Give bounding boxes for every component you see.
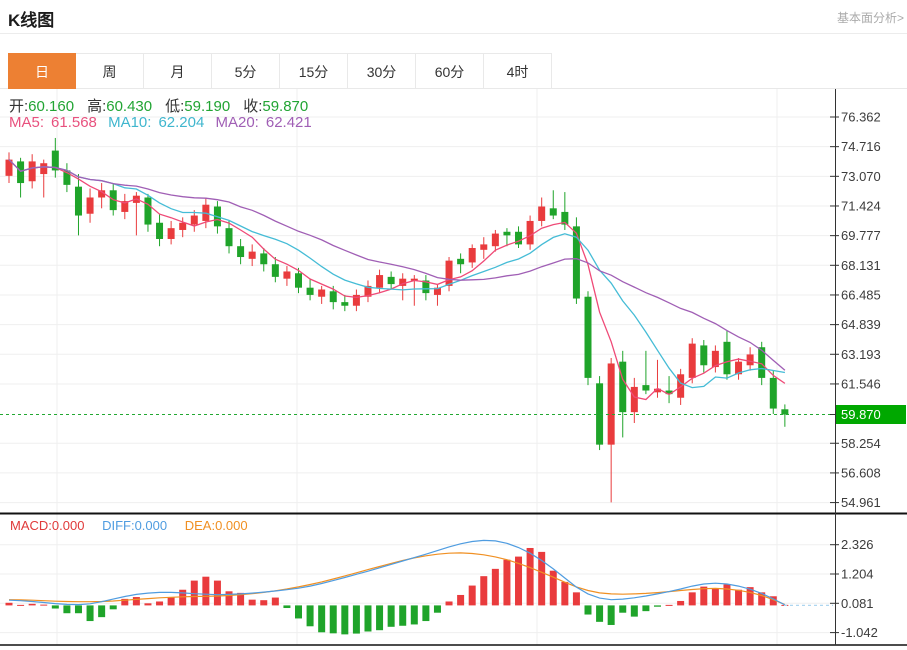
candles-layer [5, 137, 789, 503]
ma5-line [8, 159, 786, 401]
diff-line [8, 539, 786, 606]
low-value: 59.190 [184, 98, 231, 115]
svg-text:54.961: 54.961 [841, 495, 881, 510]
tab-day[interactable]: 日 [8, 53, 76, 89]
svg-text:-1.042: -1.042 [841, 625, 878, 640]
macd-readout: MACD:0.000 DIFF:0.000 DEA:0.000 [10, 518, 257, 533]
axis-labels: 76.362 74.716 73.070 71.424 69.777 68.131 66.4… [830, 110, 881, 640]
svg-text:76.362: 76.362 [841, 110, 881, 125]
ma5-label: MA5: [9, 114, 45, 131]
open-label: 开: [9, 98, 29, 115]
svg-text:63.193: 63.193 [841, 347, 881, 362]
diff-value: 0.000 [134, 518, 168, 533]
widget-header: K线图 基本面分析> [0, 0, 907, 34]
svg-text:71.424: 71.424 [841, 198, 881, 213]
svg-text:0.081: 0.081 [841, 596, 874, 611]
svg-text:58.254: 58.254 [841, 436, 881, 451]
ma20-value: 62.421 [265, 114, 312, 131]
svg-text:61.546: 61.546 [841, 376, 881, 391]
ma10-value: 62.204 [158, 114, 205, 131]
tab-4hour[interactable]: 4时 [484, 53, 552, 89]
period-tab-bar: 日 周 月 5分 15分 30分 60分 4时 [0, 53, 907, 89]
dea-label: DEA: [184, 518, 216, 533]
grid-lines [0, 89, 835, 645]
dea-value: 0.000 [215, 518, 248, 533]
high-value: 60.430 [106, 98, 153, 115]
tab-5min[interactable]: 5分 [212, 53, 280, 89]
ma10-line [8, 159, 786, 389]
open-value: 60.160 [28, 98, 75, 115]
svg-text:69.777: 69.777 [841, 228, 881, 243]
ma5-value: 61.568 [51, 114, 97, 131]
high-label: 高: [87, 98, 107, 115]
axes [0, 89, 907, 646]
ma20-line [8, 159, 786, 371]
low-label: 低: [165, 98, 185, 115]
current-price-tag: 59.870 [836, 405, 906, 424]
macd-lines [8, 539, 833, 607]
tab-month[interactable]: 月 [144, 53, 212, 89]
ohlc-readout: 开:60.160 高:60.430 低:59.190 收:59.870 [9, 95, 321, 116]
tab-60min[interactable]: 60分 [416, 53, 484, 89]
fundamental-analysis-link[interactable]: 基本面分析> [836, 11, 904, 25]
svg-text:2.326: 2.326 [841, 537, 874, 552]
macd-histogram [5, 547, 789, 635]
ma-readout: MA5: 61.568 MA10: 62.204 MA20: 62.421 [9, 114, 319, 131]
tab-15min[interactable]: 15分 [280, 53, 348, 89]
svg-text:1.204: 1.204 [841, 567, 874, 582]
diff-label: DIFF: [102, 518, 135, 533]
svg-text:73.070: 73.070 [841, 169, 881, 184]
ma-lines [8, 159, 786, 401]
close-label: 收: [243, 98, 263, 115]
ma10-label: MA10: [108, 114, 152, 131]
tab-week[interactable]: 周 [76, 53, 144, 89]
svg-text:64.839: 64.839 [841, 317, 881, 332]
page-title: K线图 [8, 11, 55, 30]
svg-text:56.608: 56.608 [841, 465, 881, 480]
ma20-label: MA20: [215, 114, 259, 131]
macd-value: 0.000 [51, 518, 85, 533]
svg-text:68.131: 68.131 [841, 258, 881, 273]
svg-text:66.485: 66.485 [841, 287, 881, 302]
tab-30min[interactable]: 30分 [348, 53, 416, 89]
macd-label: MACD: [10, 518, 52, 533]
svg-text:74.716: 74.716 [841, 139, 881, 154]
dea-line [8, 552, 786, 606]
close-value: 59.870 [262, 98, 309, 115]
